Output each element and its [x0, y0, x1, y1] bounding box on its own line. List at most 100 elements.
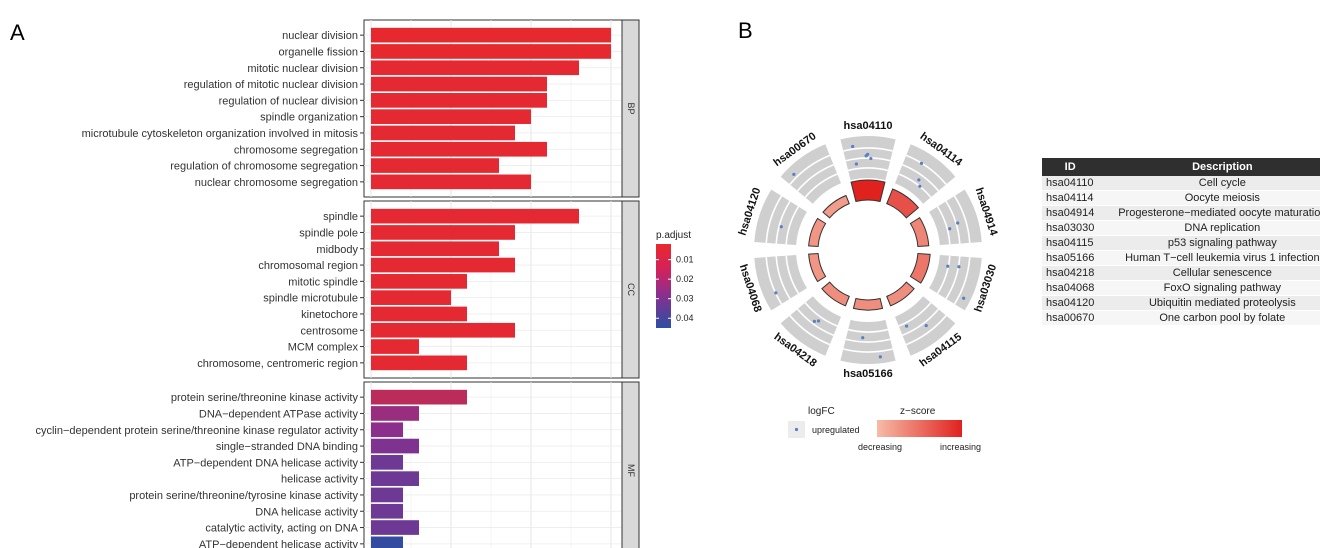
track-line: [945, 256, 961, 300]
track-line: [775, 256, 791, 300]
track-line: [843, 348, 893, 353]
category-label: MCM complex: [288, 342, 359, 354]
table-row: hsa04068 FoxO signaling pathway: [1042, 280, 1320, 296]
category-label: kinetochore: [301, 309, 358, 321]
gene-point: [869, 156, 873, 161]
bar: [371, 60, 579, 76]
track-line: [847, 328, 889, 333]
gene-point: [878, 355, 882, 359]
category-label: chromosomal region: [258, 260, 358, 272]
table-row: hsa04114 Oocyte meiosis: [1042, 190, 1320, 206]
bar: [371, 471, 419, 486]
table-row: hsa04110 Cell cycle: [1042, 176, 1320, 191]
table-cell-id: hsa03030: [1042, 220, 1099, 236]
bar: [371, 406, 419, 421]
gene-point: [792, 172, 796, 176]
table-cell-description: p53 signaling pathway: [1098, 235, 1320, 251]
table-cell-id: hsa04120: [1042, 295, 1099, 311]
bar: [371, 355, 467, 371]
bar: [371, 76, 547, 92]
zscore-sector: [850, 179, 886, 203]
track-line: [936, 255, 951, 294]
category-label: nuclear division: [282, 30, 358, 42]
table-cell-id: hsa04218: [1042, 265, 1099, 281]
facet-strip-label: MF: [626, 464, 636, 477]
track-line: [953, 195, 971, 243]
category-label: mitotic nuclear division: [247, 63, 358, 75]
track-line: [945, 200, 961, 244]
kegg-table: ID Description hsa04110 Cell cycle hsa0411…: [1042, 158, 1320, 326]
track-line: [847, 167, 889, 172]
gene-point: [812, 319, 816, 323]
zscore-sector: [886, 188, 920, 219]
gene-point: [854, 162, 858, 166]
table-cell-id: hsa04068: [1042, 280, 1099, 296]
gene-point: [851, 144, 855, 149]
category-label: regulation of mitotic nuclear division: [184, 79, 358, 91]
category-label: spindle organization: [260, 112, 358, 124]
panel-label-b: B: [738, 18, 753, 43]
zscore-sector: [909, 252, 931, 284]
track-line: [775, 200, 791, 244]
bar: [371, 306, 467, 322]
bar: [371, 487, 403, 503]
logfc-legend-title: logFC: [808, 406, 835, 417]
legend-tick-label: 0.02: [676, 274, 694, 284]
facet-strip-label: BP: [626, 102, 636, 114]
zscore-sector: [821, 281, 850, 307]
category-label: helicase activity: [281, 474, 359, 486]
track-line: [898, 302, 932, 327]
zscore-sector: [822, 194, 850, 219]
sector-label: hsa05166: [843, 368, 893, 380]
track-line: [905, 315, 947, 346]
table-cell-description: Ubiquitin mediated proteolysis: [1098, 295, 1320, 311]
gene-point: [774, 291, 778, 295]
gene-point: [946, 264, 950, 268]
facet-bp: nuclear division organelle fission mitotic…: [82, 19, 640, 198]
sector-track: [780, 144, 842, 204]
facet-mf: protein serine/threonine kinase activity…: [35, 381, 640, 548]
bar: [371, 274, 467, 289]
gene-point: [956, 221, 960, 225]
track-line: [953, 257, 971, 305]
category-label: chromosome, centromeric region: [197, 358, 358, 370]
logfc-legend-label: upregulated: [812, 425, 860, 435]
track-line: [796, 163, 834, 192]
bar: [371, 520, 419, 535]
legend-colorbar: [656, 244, 671, 328]
zscore-sector: [886, 281, 915, 307]
table-row: hsa04115 p53 signaling pathway: [1042, 235, 1320, 251]
gene-point: [917, 178, 921, 182]
track-line: [845, 338, 891, 343]
legend-title: p.adjust: [656, 230, 691, 241]
table-cell-description: DNA replication: [1098, 220, 1320, 236]
padj-legend: p.adjust 0.01 0.02 0.03 0.04: [656, 230, 694, 328]
gene-point: [816, 319, 821, 323]
table-cell-id: hsa05166: [1042, 250, 1099, 266]
bar: [371, 225, 515, 240]
category-label: midbody: [316, 244, 358, 256]
table-cell-id: hsa04110: [1042, 176, 1099, 191]
track-line: [765, 195, 783, 243]
track-line: [804, 173, 838, 198]
bar: [371, 322, 515, 338]
facet-strip: [621, 19, 640, 198]
category-label: organelle fission: [279, 46, 359, 58]
table-cell-description: One carbon pool by folate: [1098, 310, 1320, 326]
kegg-circular-chart: hsa04110hsa04114hsa04914hsa03030hsa04115…: [737, 120, 1000, 380]
category-label: protein serine/threonine kinase activity: [171, 392, 359, 404]
table-cell-id: hsa04914: [1042, 205, 1099, 221]
table-row: hsa00670 One carbon pool by folate: [1042, 310, 1320, 326]
category-label: spindle microtubule: [263, 293, 358, 305]
table-cell-description: Cellular senescence: [1098, 265, 1320, 281]
table-cell-id: hsa04115: [1042, 235, 1099, 251]
track-line: [789, 315, 831, 346]
category-label: ATP−dependent helicase activity: [199, 539, 359, 548]
bar: [371, 339, 419, 354]
track-line: [765, 257, 783, 305]
sector-label: hsa04110: [844, 120, 893, 132]
bar: [371, 290, 451, 305]
category-label: spindle pole: [299, 227, 358, 239]
category-label: mitotic spindle: [288, 276, 358, 288]
table-cell-id: hsa00670: [1042, 310, 1099, 326]
